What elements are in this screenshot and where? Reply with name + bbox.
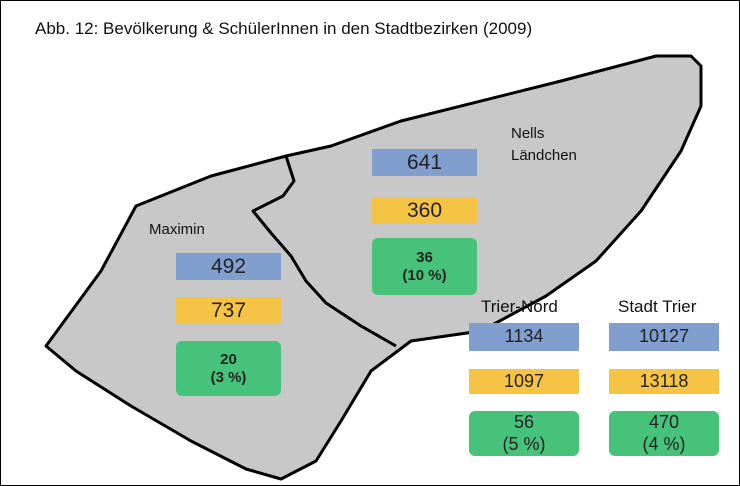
share-percent: (4 %) bbox=[642, 433, 686, 454]
population-box: 492 bbox=[176, 253, 281, 280]
population-box: 641 bbox=[372, 149, 477, 176]
share-count: 36 bbox=[416, 248, 433, 266]
pupils-box: 737 bbox=[176, 297, 281, 324]
share-count: 20 bbox=[220, 350, 237, 368]
district-name: Stadt Trier bbox=[618, 297, 697, 316]
share-box: 20 (3 %) bbox=[176, 341, 281, 396]
share-box: 36 (10 %) bbox=[372, 238, 477, 295]
title: Abb. 12: Bevölkerung & SchülerInnen in d… bbox=[35, 19, 533, 38]
population-box: 1134 bbox=[469, 323, 579, 351]
population-box: 10127 bbox=[609, 323, 719, 351]
share-count: 56 bbox=[513, 411, 535, 432]
district-name: Maximin bbox=[149, 221, 205, 238]
share-percent: (3 %) bbox=[210, 368, 247, 386]
district-name: Trier-Nord bbox=[481, 297, 558, 316]
share-percent: (5 %) bbox=[502, 433, 546, 454]
share-percent: (10 %) bbox=[402, 266, 447, 284]
district-name: Nells Ländchen bbox=[511, 125, 577, 164]
share-box: 470 (4 %) bbox=[609, 411, 719, 456]
district-border bbox=[251, 155, 397, 348]
pupils-box: 13118 bbox=[609, 369, 719, 394]
pupils-box: 1097 bbox=[469, 369, 579, 394]
share-count: 470 bbox=[648, 411, 680, 432]
pupils-box: 360 bbox=[372, 197, 477, 224]
share-box: 56 (5 %) bbox=[469, 411, 579, 456]
